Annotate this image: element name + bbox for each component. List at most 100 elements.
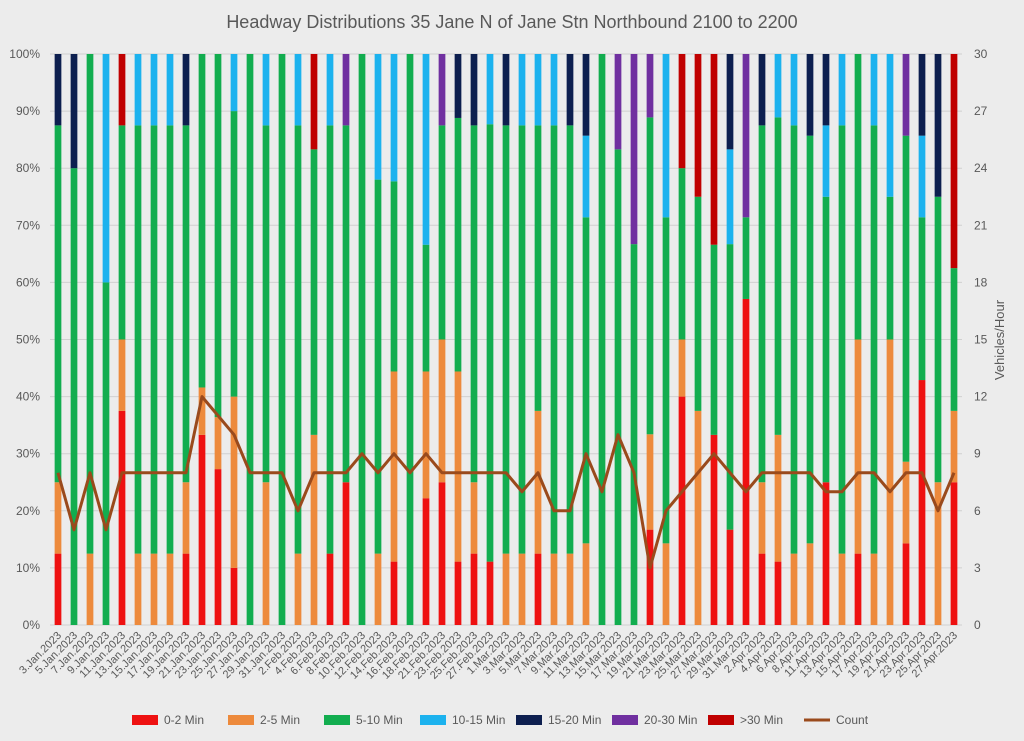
bar-segment (534, 54, 542, 126)
bar-segment (534, 410, 542, 554)
y-left-tick-label: 50% (16, 333, 40, 347)
bar-segment (470, 125, 478, 483)
bar-segment (454, 54, 462, 118)
bar-segment (294, 553, 302, 625)
bar-segment (678, 168, 686, 340)
bar-segment (662, 54, 670, 218)
bar-segment (902, 135, 910, 462)
bar-segment (646, 529, 654, 625)
bar-segment (230, 111, 238, 397)
y-right-tick-label: 27 (974, 104, 988, 118)
bar-segment (902, 54, 910, 136)
bar-segment (550, 125, 558, 554)
legend-label: 2-5 Min (260, 713, 300, 727)
bar-segment (950, 268, 958, 411)
bar-segment (566, 553, 574, 625)
bar-segment (662, 543, 670, 625)
bar-segment (54, 54, 62, 126)
bar-segment (742, 298, 750, 625)
bar-segment (326, 553, 334, 625)
bar-segment (262, 482, 270, 625)
bar-segment (502, 125, 510, 554)
bar-segment (438, 54, 446, 126)
bar-segment (678, 54, 686, 169)
bar-segment (54, 482, 62, 554)
bar-segment (118, 339, 126, 411)
y-right-tick-label: 12 (974, 390, 988, 404)
bar-segment (342, 54, 350, 126)
bar-segment (182, 553, 190, 625)
bar-segment (246, 54, 254, 625)
y-right-tick-label: 24 (974, 161, 988, 175)
y-left-tick-label: 70% (16, 218, 40, 232)
bar-segment (582, 543, 590, 625)
bar-segment (582, 135, 590, 218)
bar-segment (646, 54, 654, 118)
bar-segment (694, 410, 702, 625)
bar-segment (374, 179, 382, 554)
bar-segment (406, 54, 414, 625)
bar-segment (326, 125, 334, 554)
bar-segment (374, 553, 382, 625)
bar-segment (150, 125, 158, 554)
bar-segment (214, 469, 222, 625)
legend-label: 20-30 Min (644, 713, 697, 727)
bar-segment (950, 482, 958, 625)
bar-segment (758, 125, 766, 483)
legend-label: 15-20 Min (548, 713, 601, 727)
bar-segment (182, 125, 190, 483)
y-right-axis-title: Vehicles/Hour (992, 299, 1007, 380)
bar-segment (70, 168, 78, 625)
bar-segment (838, 54, 846, 126)
bar-segment (54, 553, 62, 625)
bar-segment (182, 54, 190, 126)
bar-segment (518, 54, 526, 126)
legend-label: 0-2 Min (164, 713, 204, 727)
bar-segment (726, 54, 734, 150)
bar-segment (726, 529, 734, 625)
bar-segment (790, 125, 798, 554)
bar-segment (310, 434, 318, 625)
bar-segment (710, 244, 718, 435)
bar-segment (550, 54, 558, 126)
bar-segment (518, 553, 526, 625)
bar-segment (582, 54, 590, 136)
bar-segment (934, 482, 942, 625)
bar-segment (774, 434, 782, 562)
bar-segment (902, 461, 910, 544)
bar-segment (774, 54, 782, 118)
bar-segment (390, 181, 398, 372)
bar-segment (486, 561, 494, 625)
y-right-tick-label: 15 (974, 333, 988, 347)
bar-segment (630, 244, 638, 625)
bar-segment (806, 543, 814, 625)
bar-segment (870, 553, 878, 625)
bar-segment (742, 54, 750, 218)
legend-swatch (132, 715, 158, 725)
bar-segment (294, 125, 302, 554)
y-right-tick-label: 21 (974, 218, 988, 232)
bar-segment (566, 125, 574, 554)
bar-segment (918, 54, 926, 136)
bar-segment (646, 434, 654, 530)
bar-segment (822, 125, 830, 197)
y-left-tick-label: 60% (16, 275, 40, 289)
bar-segment (886, 196, 894, 340)
y-axis-left: 0% 10% 20% 30% 40% 50% 60% 70% 80% 90% 100% (9, 47, 40, 632)
bar-segment (86, 553, 94, 625)
bar-segment (390, 371, 398, 562)
bar-segment (422, 54, 430, 245)
bar-segment (726, 244, 734, 530)
bar-segment (294, 54, 302, 126)
bar-segment (102, 282, 110, 625)
legend: 0-2 Min 2-5 Min 5-10 Min 10-15 Min 15-20 Min… (132, 713, 869, 727)
bar-segment (790, 553, 798, 625)
bar-segment (150, 54, 158, 126)
bar-segment (390, 561, 398, 625)
bar-segment (566, 54, 574, 126)
bar-segment (118, 54, 126, 126)
y-left-tick-label: 10% (16, 561, 40, 575)
bar-segment (838, 553, 846, 625)
count-line (56, 395, 956, 570)
